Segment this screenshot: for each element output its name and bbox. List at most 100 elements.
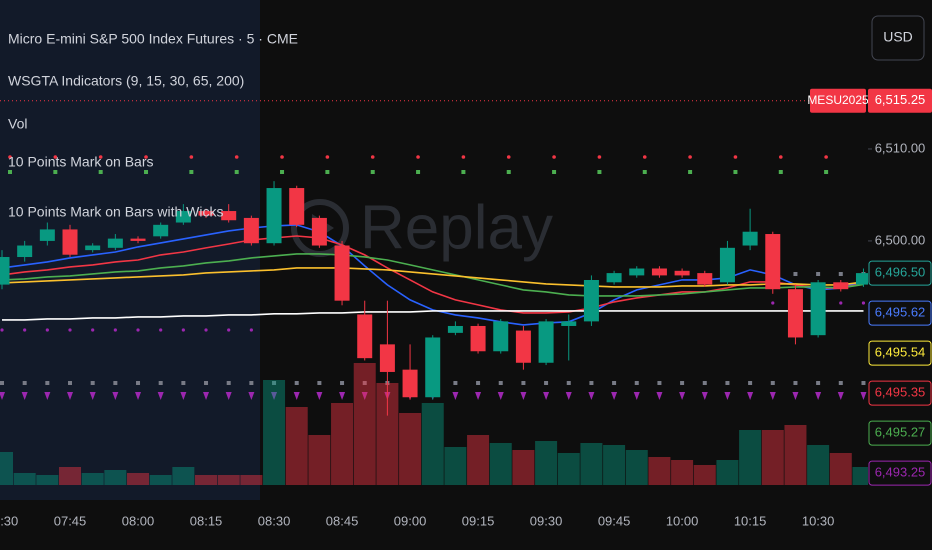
marker-triangle xyxy=(67,392,74,400)
candle-body xyxy=(765,234,781,290)
volume-bar xyxy=(784,425,807,485)
candle-body xyxy=(833,282,849,290)
candle-body xyxy=(379,344,395,372)
candle-body xyxy=(198,211,214,216)
marker-triangle xyxy=(611,392,618,400)
marker-dot xyxy=(113,328,117,332)
marker-dash xyxy=(204,381,209,385)
marker-dash xyxy=(113,381,118,385)
price-label: 6,496.50 xyxy=(875,265,926,280)
marker-dash xyxy=(657,381,662,385)
x-tick-label: 10:00 xyxy=(666,513,699,528)
axis-labels: 07:30 07:45 08:00 08:15 08:30 08:45 09:00 09:15… xyxy=(0,88,932,528)
x-tick-label: 10:15 xyxy=(734,513,767,528)
marker-triangle xyxy=(225,392,232,400)
x-tick-label: 07:45 xyxy=(54,513,87,528)
volume-bar xyxy=(512,450,535,485)
currency-button[interactable] xyxy=(871,15,925,61)
watermark-text: Replay xyxy=(360,193,553,262)
marker-dot xyxy=(280,155,284,159)
volume-bar xyxy=(240,475,263,485)
marker-triangle xyxy=(203,392,210,400)
volume-bar xyxy=(285,407,308,485)
candle-body xyxy=(447,325,463,333)
marker-dash xyxy=(838,381,843,385)
x-tick-label: 08:45 xyxy=(326,513,359,528)
marker-triangle xyxy=(44,392,51,400)
marker-dot xyxy=(8,155,12,159)
currency-label[interactable]: USD xyxy=(883,29,913,45)
marker-dash xyxy=(816,381,821,385)
indicator-label: WSGTA Indicators (9, 15, 30, 65, 200) xyxy=(8,73,244,89)
marker-dash xyxy=(824,170,829,174)
volume-bar xyxy=(172,467,195,485)
x-tick-label: 10:30 xyxy=(802,513,835,528)
candle-body xyxy=(130,238,146,241)
marker-dot xyxy=(839,301,843,305)
price-label-box xyxy=(868,380,932,406)
candle-body xyxy=(561,321,577,326)
x-tick-label: 09:15 xyxy=(462,513,495,528)
marker-triangle xyxy=(769,392,776,400)
marker-dot xyxy=(144,155,148,159)
volume-bar xyxy=(13,473,36,485)
volume-bar xyxy=(444,447,467,485)
candle-body xyxy=(629,268,645,276)
replay-shade xyxy=(0,0,260,500)
volume-bar xyxy=(580,443,603,485)
candle-body xyxy=(85,245,101,251)
volume-bar xyxy=(489,443,512,485)
marker-dash xyxy=(136,381,141,385)
volume-bar xyxy=(308,435,331,485)
marker-dot xyxy=(45,328,49,332)
marker-dash xyxy=(733,170,738,174)
marker-triangle xyxy=(21,392,28,400)
marker-dash xyxy=(0,381,4,385)
price-label: 6,493.25 xyxy=(875,465,926,480)
moving-average xyxy=(1,267,864,288)
time-axis xyxy=(0,500,932,550)
candle-body xyxy=(153,224,169,237)
marker-dash xyxy=(234,170,239,174)
volume-bar xyxy=(399,413,422,485)
marker-triangle xyxy=(316,392,323,400)
volume-bar xyxy=(331,403,354,485)
marker-triangle xyxy=(248,392,255,400)
indicator-label: 10 Points Mark on Bars with Wicks xyxy=(8,204,224,220)
watermark: Replay xyxy=(291,193,553,262)
candle-body xyxy=(697,273,713,285)
marker-triangle xyxy=(792,392,799,400)
marker-dash xyxy=(634,381,639,385)
marker-triangle xyxy=(837,392,844,400)
candle-body xyxy=(719,247,735,283)
volume-bar xyxy=(195,475,218,485)
price-label-box xyxy=(868,300,932,326)
marker-dash xyxy=(8,170,12,174)
marker-dash xyxy=(22,381,27,385)
marker-dash xyxy=(838,272,843,276)
marker-triangle xyxy=(0,392,5,400)
price-label: 6,495.62 xyxy=(875,305,926,320)
x-tick-label: 09:30 xyxy=(530,513,563,528)
marker-dot xyxy=(204,328,208,332)
marker-dash xyxy=(612,381,617,385)
price-label: 6,495.54 xyxy=(875,345,926,360)
marker-dash xyxy=(589,381,594,385)
volume-bar xyxy=(625,450,648,485)
marker-dash xyxy=(158,381,163,385)
volume-bar xyxy=(421,403,444,485)
indicator-label: Vol xyxy=(8,116,27,132)
marker-dash xyxy=(249,381,254,385)
candle-body xyxy=(221,211,237,221)
volume-bar xyxy=(217,475,240,485)
marker-dot xyxy=(325,155,330,159)
volume-bar xyxy=(739,430,762,485)
volume-bar xyxy=(671,460,694,485)
candle-body xyxy=(583,280,599,322)
candle-body xyxy=(266,188,282,244)
marker-triangle xyxy=(452,392,459,400)
marker-dot xyxy=(597,155,602,159)
candle-body xyxy=(175,211,191,223)
x-tick-label: 08:00 xyxy=(122,513,155,528)
price-label: 6,495.35 xyxy=(875,385,926,400)
